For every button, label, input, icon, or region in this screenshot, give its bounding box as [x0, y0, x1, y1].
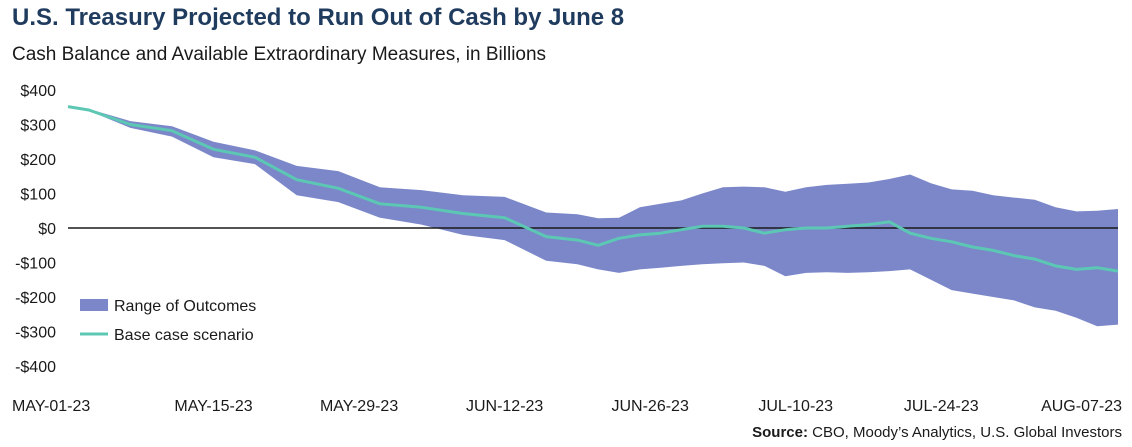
chart-svg: $400 $300 $200 $100 $0 -$100 -$200 -$300 -$400 M… — [12, 83, 1122, 415]
y-tick-label: $100 — [20, 187, 56, 204]
y-tick-label: $200 — [20, 152, 56, 169]
y-tick-label: $400 — [20, 83, 56, 100]
chart-subtitle: Cash Balance and Available Extraordinary… — [12, 44, 547, 65]
legend-label-base: Base case scenario — [114, 327, 254, 344]
x-tick-label: MAY-29-23 — [320, 398, 398, 415]
y-tick-label: -$100 — [15, 256, 56, 273]
base-case-line — [67, 105, 1119, 273]
y-tick-label: -$200 — [15, 290, 56, 307]
x-tick-label: AUG-07-23 — [1041, 398, 1122, 415]
x-tick-label: JUN-12-23 — [466, 398, 543, 415]
y-tick-label: -$300 — [15, 325, 56, 342]
x-tick-label: MAY-01-23 — [12, 398, 90, 415]
y-tick-label: -$400 — [15, 359, 56, 376]
x-tick-label: JUL-24-23 — [904, 398, 979, 415]
chart-title: U.S. Treasury Projected to Run Out of Ca… — [12, 4, 625, 31]
y-tick-label: $0 — [38, 221, 56, 238]
y-axis: $400 $300 $200 $100 $0 -$100 -$200 -$300 -$400 — [15, 83, 56, 376]
legend-label-range: Range of Outcomes — [114, 298, 256, 315]
source-label: Source: — [752, 424, 808, 441]
y-tick-label: $300 — [20, 118, 56, 135]
range-of-outcomes-band — [68, 106, 1118, 327]
source-note: Source: CBO, Moody’s Analytics, U.S. Glo… — [752, 424, 1122, 441]
x-tick-label: JUL-10-23 — [758, 398, 833, 415]
x-tick-label: JUN-26-23 — [611, 398, 688, 415]
legend-swatch-range — [80, 299, 108, 311]
x-tick-label: MAY-15-23 — [174, 398, 252, 415]
legend: Range of Outcomes Base case scenario — [80, 298, 256, 344]
source-text: CBO, Moody’s Analytics, U.S. Global Inve… — [807, 424, 1122, 441]
x-axis: MAY-01-23 MAY-15-23 MAY-29-23 JUN-12-23 JUN-… — [12, 398, 1122, 415]
